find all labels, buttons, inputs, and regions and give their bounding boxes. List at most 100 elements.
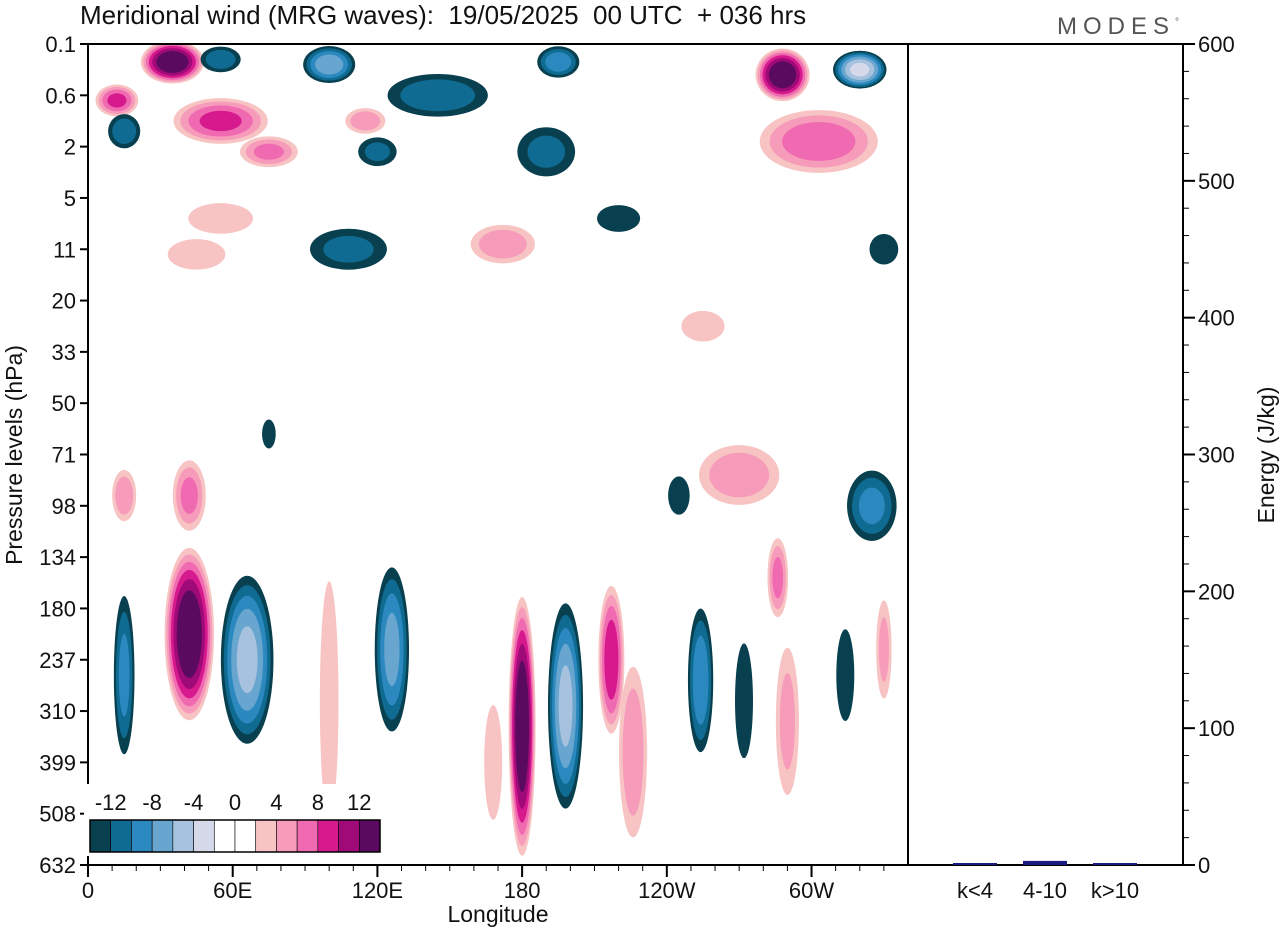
wind-anomaly-34 [358,137,397,167]
contour-ring [118,633,130,717]
contour-ring [782,122,856,161]
wind-anomaly-11 [619,666,648,838]
wind-anomaly-3 [113,596,135,755]
wind-anomaly-14 [767,538,789,618]
wind-anomaly-42 [681,310,725,342]
colorbar-swatch [151,819,174,853]
wind-anomaly-0 [164,547,215,721]
contour-ring [597,205,641,232]
contour-ring [181,605,198,663]
contour-ring [517,683,527,770]
wind-anomaly-6 [374,567,410,732]
contour-ring [262,419,276,449]
y-tick-label: 71 [52,443,76,468]
colorbar-swatch [234,819,257,853]
contour-ring [319,581,339,821]
contour-ring [384,612,400,687]
y-tick-label: 180 [39,596,76,621]
contour-ring [692,635,709,725]
x-tick-label: 60E [213,878,252,903]
wind-anomaly-22 [140,44,204,84]
wind-anomaly-24 [200,46,241,73]
logo-mark: ° [1175,17,1180,28]
wind-anomaly-32 [239,136,298,168]
wind-anomaly-9 [547,603,584,809]
contour-ring [161,54,183,70]
wind-anomaly-5 [319,581,339,821]
energy-axis-title: Energy (J/kg) [1253,387,1279,524]
wind-anomaly-40 [470,224,535,264]
contour-ring [236,626,258,694]
energy-category-label: 4-10 [1023,878,1067,903]
contour-ring [400,79,476,112]
contour-ring [112,118,137,144]
energy-tick-label: 200 [1198,579,1235,604]
y-tick-label: 2 [64,135,76,160]
wind-anomaly-33 [345,108,386,134]
contour-ring [779,673,795,770]
modes-logo: MODES° [1057,9,1179,41]
contour-ring [205,49,236,69]
y-tick-label: 134 [39,545,76,570]
colorbar-swatch [276,819,298,853]
y-tick-label: 98 [52,494,76,519]
y-tick-label: 20 [52,289,76,314]
contour-ring [199,110,242,132]
colorbar-swatch [358,819,381,853]
wind-anomaly-26 [537,46,580,78]
x-axis-title: Longitude [447,901,548,927]
colorbar-swatch [89,819,112,853]
energy-tick-label: 600 [1198,32,1235,57]
y-axis-title: Pressure levels (hPa) [1,345,27,565]
colorbar-label: 4 [270,790,282,815]
energy-bar-k<4 [953,863,997,865]
wind-anomaly-2 [112,469,137,522]
contour-ring [773,66,792,84]
y-tick-label: 508 [39,802,76,827]
contour-ring [253,143,284,160]
wind-anomaly-17 [876,600,892,699]
colorbar: -12 -8 -4 0 4 8 12 [84,784,386,856]
logo-text: MODES [1057,13,1176,40]
contour-ring [709,452,770,498]
contour-ring [350,111,381,131]
wind-anomaly-23 [95,84,139,117]
colorbar-label: -12 [95,790,127,815]
x-tick-label: 180 [504,878,541,903]
wind-anomaly-28 [755,48,810,102]
energy-category-label: k<4 [957,878,993,903]
colorbar-swatch [193,819,215,853]
contour-ring [850,62,870,77]
wind-anomaly-1 [172,460,206,531]
energy-tick-label: 400 [1198,306,1235,331]
contour-ring [545,52,572,72]
contour-ring [315,54,344,75]
colorbar-frame [89,819,381,853]
x-tick-label: 120W [638,878,696,903]
contour-ring [188,203,254,234]
wind-anomaly-18 [699,445,780,505]
wind-anomaly-20 [668,476,690,515]
wind-anomaly-8 [508,597,536,856]
contour-ring [107,93,127,108]
energy-bar-k>10 [1093,863,1137,865]
colorbar-swatch [317,819,339,853]
x-tick-label: 120E [352,878,403,903]
y-tick-label: 310 [39,699,76,724]
y-tick-label: 0.6 [45,83,76,108]
energy-tick-label: 100 [1198,716,1235,741]
energy-bars: k<4 4-10 k>10 [953,860,1139,903]
contour-ring [484,705,503,820]
y-tick-label: 50 [52,391,76,416]
wind-anomaly-19 [847,470,897,541]
colorbar-swatch [255,819,277,853]
contour-ring [668,476,690,515]
colorbar-label: -4 [184,790,204,815]
wind-anomaly-30 [759,110,878,173]
wind-anomaly-37 [188,203,254,234]
contour-ring [878,617,889,682]
y-tick-label: 5 [64,186,76,211]
contour-ring [858,487,885,525]
colorbar-swatch [110,819,132,853]
